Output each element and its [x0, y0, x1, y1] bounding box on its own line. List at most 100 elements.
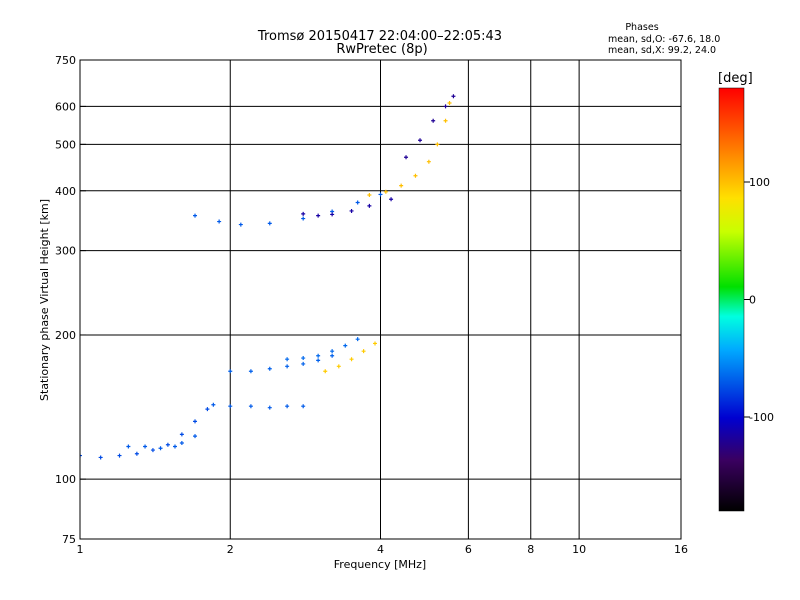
y-axis-ticks: 75 100 200 300 400 500 600 750: [55, 54, 86, 546]
y-axis-label: Stationary phase Virtual Height [km]: [38, 199, 51, 401]
data-point: [349, 208, 354, 213]
y-tick-label: 500: [55, 138, 76, 151]
colorbar-label: [deg]: [718, 71, 753, 86]
data-point: [413, 173, 418, 178]
data-point: [248, 404, 253, 409]
x-tick-label: 4: [377, 543, 384, 556]
data-point: [447, 100, 452, 105]
data-point: [301, 361, 306, 366]
x-axis-label: Frequency [MHz]: [334, 558, 426, 571]
phase-stats-o: mean, sd,O: -67.6, 18.0: [608, 34, 720, 45]
data-point: [267, 405, 272, 410]
y-tick-label: 100: [55, 473, 76, 486]
colorbar-tick-label: 0: [749, 294, 756, 307]
data-point: [150, 448, 155, 453]
data-point: [349, 357, 354, 362]
data-point: [248, 369, 253, 374]
data-point: [158, 446, 163, 451]
data-point: [435, 142, 440, 147]
chart-title: Tromsø 20150417 22:04:00–22:05:43: [257, 29, 502, 44]
y-tick-label: 600: [55, 100, 76, 113]
data-point: [431, 118, 436, 123]
x-tick-label: 10: [572, 543, 586, 556]
data-point: [301, 216, 306, 221]
data-point: [98, 455, 103, 460]
chart-subtitle: RwPretec (8p): [336, 42, 427, 57]
data-point: [143, 444, 148, 449]
y-tick-label: 75: [62, 533, 76, 546]
data-point: [205, 407, 210, 412]
y-tick-label: 400: [55, 185, 76, 198]
data-point: [418, 138, 423, 143]
data-point: [316, 213, 321, 218]
data-point: [451, 94, 456, 99]
data-point: [330, 212, 335, 217]
data-point: [404, 155, 409, 160]
data-point: [165, 442, 170, 447]
data-point: [193, 419, 198, 424]
data-point: [443, 118, 448, 123]
data-point: [179, 440, 184, 445]
data-point: [336, 364, 341, 369]
data-point: [193, 434, 198, 439]
data-point: [389, 197, 394, 202]
data-point: [330, 349, 335, 354]
x-tick-label: 2: [227, 543, 234, 556]
data-point: [301, 356, 306, 361]
data-point: [267, 366, 272, 371]
data-point: [378, 192, 383, 197]
data-point: [383, 189, 388, 194]
data-point: [343, 343, 348, 348]
y-tick-label: 750: [55, 54, 76, 67]
data-point: [217, 219, 222, 224]
data-point: [367, 203, 372, 208]
colorbar-tick-label: 100: [749, 176, 770, 189]
data-point: [172, 444, 177, 449]
data-point: [330, 353, 335, 358]
plot-area: 1 2 4 6 8 10 16 75 100 200 300 400 500 600 750: [55, 54, 688, 556]
data-point: [373, 341, 378, 346]
grid-lines: [80, 60, 681, 539]
data-point: [285, 364, 290, 369]
data-point: [134, 451, 139, 456]
data-point: [267, 221, 272, 226]
data-point: [193, 213, 198, 218]
data-point: [355, 337, 360, 342]
phase-stats-x: mean, sd,X: 99.2, 24.0: [608, 45, 716, 56]
plot-frame: [79, 59, 682, 540]
phase-header: Phases: [625, 22, 658, 33]
data-points: [80, 94, 456, 460]
colorbar-ticks: -100 0 100: [744, 176, 774, 424]
data-point: [316, 358, 321, 363]
data-point: [238, 222, 243, 227]
data-point: [367, 192, 372, 197]
data-point: [361, 349, 366, 354]
data-point: [399, 183, 404, 188]
x-axis-ticks: 1 2 4 6 8 10 16: [77, 543, 689, 556]
data-point: [426, 159, 431, 164]
data-point: [285, 357, 290, 362]
x-tick-label: 8: [527, 543, 534, 556]
colorbar-gradient: [718, 87, 745, 512]
data-point: [179, 432, 184, 437]
data-point: [323, 369, 328, 374]
data-point: [80, 453, 82, 458]
data-point: [117, 453, 122, 458]
colorbar: [deg] -100 0 100: [718, 71, 774, 512]
data-point: [355, 200, 360, 205]
data-point: [301, 211, 306, 216]
colorbar-tick-label: -100: [749, 411, 774, 424]
data-point: [443, 104, 448, 109]
data-point: [316, 353, 321, 358]
data-point: [211, 402, 216, 407]
data-point: [285, 404, 290, 409]
data-point: [228, 404, 233, 409]
data-point: [301, 404, 306, 409]
x-tick-label: 6: [465, 543, 472, 556]
y-tick-label: 200: [55, 329, 76, 342]
data-point: [228, 369, 233, 374]
data-point: [126, 444, 131, 449]
x-tick-label: 16: [674, 543, 688, 556]
x-tick-label: 1: [77, 543, 84, 556]
